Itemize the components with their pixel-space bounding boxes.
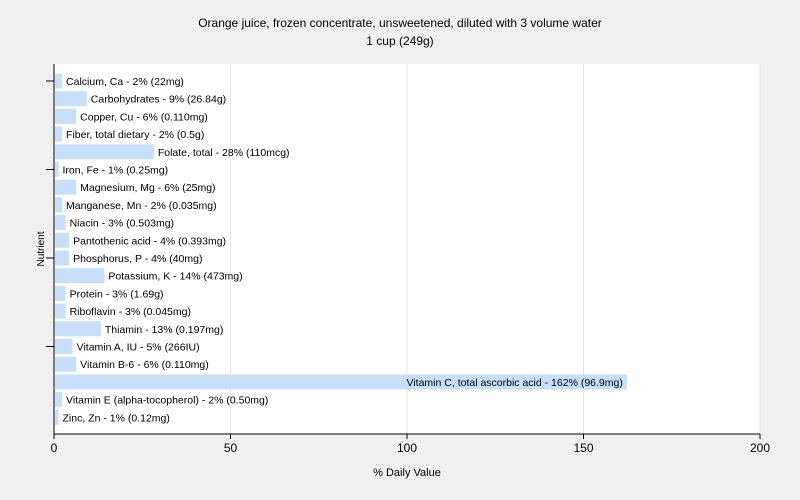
bar-label: Folate, total - 28% (110mcg): [158, 147, 290, 159]
chart-title: Orange juice, frozen concentrate, unswee…: [198, 16, 602, 30]
bar-label: Pantothenic acid - 4% (0.393mg): [73, 235, 226, 247]
bar-label: Fiber, total dietary - 2% (0.5g): [66, 129, 204, 141]
axes: 0 50 100 150 200: [46, 64, 770, 455]
bar: [55, 303, 66, 319]
bar-label: Phosphorus, P - 4% (40mg): [73, 253, 202, 265]
bar: [55, 91, 87, 107]
bar-label: Protein - 3% (1.69g): [70, 288, 164, 300]
x-tick-label: 200: [750, 441, 770, 455]
x-axis-label: % Daily Value: [373, 467, 441, 479]
bar: [55, 268, 105, 284]
bar-label: Iron, Fe - 1% (0.25mg): [63, 165, 169, 177]
bar: [55, 126, 63, 142]
bar-label: Copper, Cu - 6% (0.110mg): [80, 111, 208, 123]
bar: [55, 144, 154, 160]
bar: [55, 179, 77, 195]
x-tick-label: 50: [224, 441, 238, 455]
bar-label: Magnesium, Mg - 6% (25mg): [80, 182, 215, 194]
x-tick-label: 100: [397, 441, 417, 455]
bar: [55, 73, 63, 89]
x-tick-label: 150: [573, 441, 593, 455]
grid-lines: [230, 64, 761, 434]
bar: [55, 409, 59, 425]
bar-label: Thiamin - 13% (0.197mg): [105, 324, 223, 336]
bar: [55, 250, 70, 266]
bar-label: Carbohydrates - 9% (26.84g): [91, 94, 226, 106]
bar: [55, 232, 70, 248]
bar-labels: Calcium, Ca - 2% (22mg) Carbohydrates - 9…: [63, 76, 623, 424]
bar-label: Manganese, Mn - 2% (0.035mg): [66, 200, 217, 212]
bar: [55, 356, 77, 372]
bar-label: Vitamin A, IU - 5% (266IU): [77, 342, 200, 354]
bar: [55, 321, 101, 337]
bar: [55, 285, 66, 301]
bar: [55, 197, 63, 213]
bar: [55, 374, 627, 390]
bar: [55, 392, 63, 408]
bar-label: Potassium, K - 14% (473mg): [108, 271, 242, 283]
y-axis-label: Nutrient: [36, 231, 47, 266]
bar-label: Vitamin C, total ascorbic acid - 162% (9…: [407, 377, 623, 389]
x-tick-label: 0: [51, 441, 58, 455]
bar-label: Calcium, Ca - 2% (22mg): [66, 76, 184, 88]
bar-label: Vitamin E (alpha-tocopherol) - 2% (0.50m…: [66, 395, 268, 407]
bar: [55, 162, 59, 177]
bar: [55, 108, 77, 124]
bar-series: [55, 73, 627, 425]
bar-label: Zinc, Zn - 1% (0.12mg): [63, 412, 170, 424]
bar-label: Vitamin B-6 - 6% (0.110mg): [80, 359, 209, 371]
bar: [55, 339, 73, 354]
bar-label: Niacin - 3% (0.503mg): [70, 218, 174, 230]
chart-subtitle: 1 cup (249g): [366, 34, 433, 48]
bar: [55, 215, 66, 231]
bar-label: Riboflavin - 3% (0.045mg): [70, 306, 191, 318]
